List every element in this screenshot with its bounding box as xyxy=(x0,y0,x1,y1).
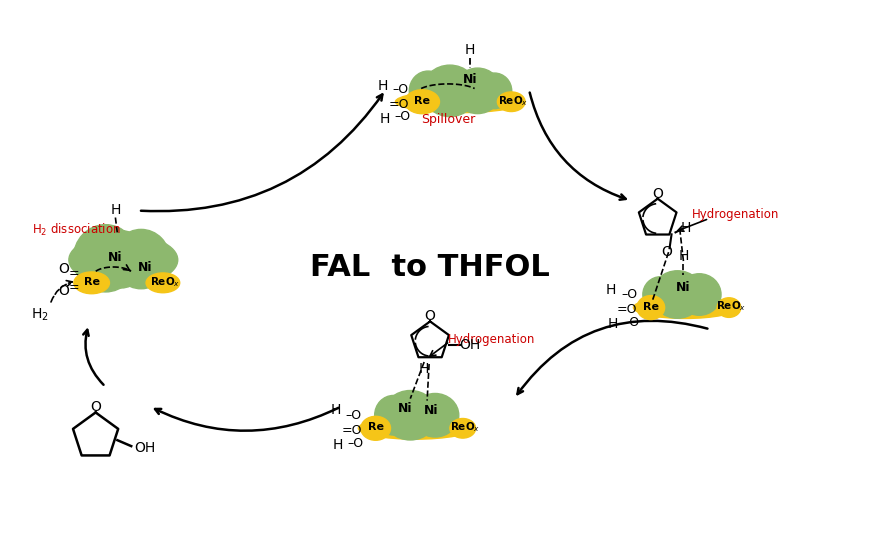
Ellipse shape xyxy=(422,65,478,116)
Ellipse shape xyxy=(678,274,721,315)
Text: H$_2$: H$_2$ xyxy=(32,307,49,323)
Ellipse shape xyxy=(396,91,524,113)
Text: –O: –O xyxy=(346,409,362,422)
Ellipse shape xyxy=(410,71,447,111)
Ellipse shape xyxy=(383,390,438,440)
Text: ReO$_x$: ReO$_x$ xyxy=(150,275,180,289)
Ellipse shape xyxy=(497,92,525,112)
Ellipse shape xyxy=(652,271,703,318)
Text: =: = xyxy=(68,281,79,294)
Ellipse shape xyxy=(450,419,475,438)
Text: O: O xyxy=(59,284,69,298)
Text: =O: =O xyxy=(342,424,362,437)
Ellipse shape xyxy=(637,296,665,319)
Text: ReO$_x$: ReO$_x$ xyxy=(498,94,528,108)
Text: H: H xyxy=(608,317,618,332)
Text: H$_2$ dissociation: H$_2$ dissociation xyxy=(32,222,121,239)
Text: Re: Re xyxy=(83,277,100,287)
Text: Hydrogenation: Hydrogenation xyxy=(692,208,780,221)
Text: Hydrogenation: Hydrogenation xyxy=(448,333,535,345)
Text: O: O xyxy=(652,187,663,201)
Text: Re: Re xyxy=(367,422,383,433)
Text: Re: Re xyxy=(414,96,431,106)
Text: H: H xyxy=(606,283,617,297)
Text: Ni: Ni xyxy=(138,262,153,274)
Text: OH: OH xyxy=(134,441,156,455)
Ellipse shape xyxy=(633,297,738,318)
Ellipse shape xyxy=(411,394,459,437)
Text: –O: –O xyxy=(623,316,639,329)
Text: FAL  to THFOL: FAL to THFOL xyxy=(310,254,550,282)
Text: Ni: Ni xyxy=(676,281,691,294)
Text: Ni: Ni xyxy=(462,74,477,87)
Text: –O: –O xyxy=(348,437,364,450)
Ellipse shape xyxy=(359,418,472,439)
Ellipse shape xyxy=(643,277,679,312)
Ellipse shape xyxy=(74,272,110,294)
Text: –O: –O xyxy=(395,110,410,123)
Text: H: H xyxy=(419,362,430,376)
Ellipse shape xyxy=(405,90,439,114)
Text: OH: OH xyxy=(459,338,481,352)
Text: ReO$_x$: ReO$_x$ xyxy=(716,300,746,313)
Text: Ni: Ni xyxy=(398,402,412,415)
Text: H: H xyxy=(333,438,343,452)
Text: Ni: Ni xyxy=(424,404,438,417)
Ellipse shape xyxy=(360,417,390,440)
Text: H: H xyxy=(377,79,388,93)
Text: Re: Re xyxy=(643,302,659,311)
Text: O: O xyxy=(424,310,436,324)
Ellipse shape xyxy=(374,396,412,435)
Text: H: H xyxy=(681,222,690,235)
Text: =O: =O xyxy=(617,303,638,316)
Text: Ni: Ni xyxy=(108,250,123,264)
Text: H: H xyxy=(331,404,341,418)
Text: ReO$_x$: ReO$_x$ xyxy=(450,420,480,434)
Text: =: = xyxy=(68,268,79,280)
Ellipse shape xyxy=(96,231,146,288)
Text: H: H xyxy=(380,112,389,125)
Ellipse shape xyxy=(717,298,741,317)
Text: –O: –O xyxy=(392,83,409,96)
Text: O: O xyxy=(90,399,101,413)
Text: –O: –O xyxy=(621,288,637,301)
Text: H: H xyxy=(678,249,688,263)
Ellipse shape xyxy=(112,230,170,289)
Text: =O: =O xyxy=(389,98,409,111)
Ellipse shape xyxy=(69,234,178,286)
Ellipse shape xyxy=(146,273,180,293)
Ellipse shape xyxy=(74,225,138,292)
Text: H: H xyxy=(111,202,120,217)
Text: H: H xyxy=(465,43,474,57)
Text: O: O xyxy=(661,245,672,259)
Ellipse shape xyxy=(453,68,502,114)
Ellipse shape xyxy=(477,73,512,108)
Text: Spillover: Spillover xyxy=(421,113,475,126)
Text: O: O xyxy=(59,262,69,276)
